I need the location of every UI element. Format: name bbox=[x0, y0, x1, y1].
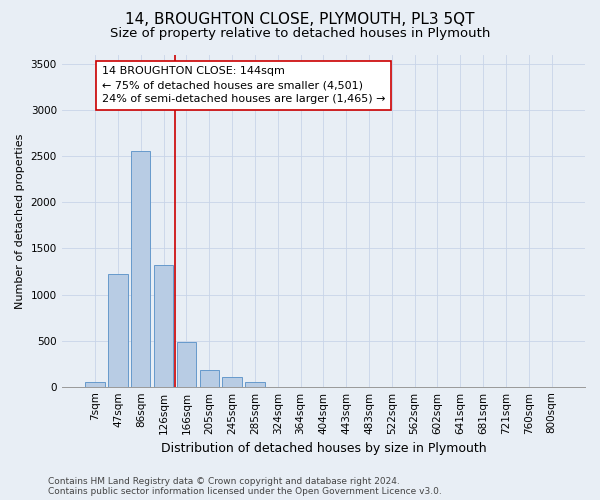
Text: 14 BROUGHTON CLOSE: 144sqm
← 75% of detached houses are smaller (4,501)
24% of s: 14 BROUGHTON CLOSE: 144sqm ← 75% of deta… bbox=[102, 66, 385, 104]
Text: Size of property relative to detached houses in Plymouth: Size of property relative to detached ho… bbox=[110, 28, 490, 40]
Bar bbox=[200, 370, 219, 386]
Bar bbox=[177, 342, 196, 386]
Bar bbox=[131, 151, 151, 386]
X-axis label: Distribution of detached houses by size in Plymouth: Distribution of detached houses by size … bbox=[161, 442, 486, 455]
Text: 14, BROUGHTON CLOSE, PLYMOUTH, PL3 5QT: 14, BROUGHTON CLOSE, PLYMOUTH, PL3 5QT bbox=[125, 12, 475, 26]
Bar bbox=[108, 274, 128, 386]
Y-axis label: Number of detached properties: Number of detached properties bbox=[15, 133, 25, 308]
Bar bbox=[223, 377, 242, 386]
Bar bbox=[85, 382, 105, 386]
Bar bbox=[245, 382, 265, 386]
Bar bbox=[154, 265, 173, 386]
Text: Contains HM Land Registry data © Crown copyright and database right 2024.
Contai: Contains HM Land Registry data © Crown c… bbox=[48, 476, 442, 496]
